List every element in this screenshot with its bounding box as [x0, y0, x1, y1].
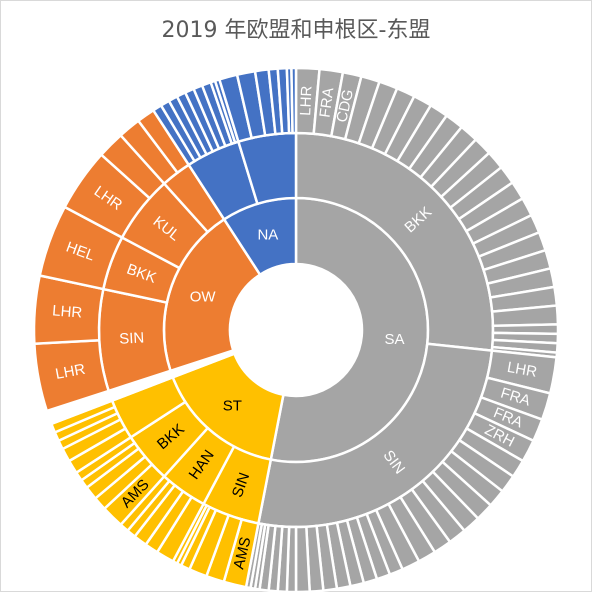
- outer-label-ow-0-0: LHR: [54, 361, 87, 383]
- sunburst-outer-na-1-6: [290, 66, 298, 135]
- inner-label-ow: OW: [190, 288, 217, 305]
- outer-label-sa-0-2: CDG: [333, 88, 357, 124]
- outer-label-sa-0-0: LHR: [297, 85, 315, 116]
- middle-label-ow-0: SIN: [119, 329, 145, 347]
- outer-label-sa-1-0: LHR: [506, 359, 539, 381]
- sunburst-outer-sa-1-20: [294, 525, 311, 592]
- outer-label-ow-0-1: LHR: [52, 302, 83, 321]
- chart-title: 2019 年欧盟和申根区-东盟: [161, 18, 431, 43]
- outer-label-sa-0-1: FRA: [316, 87, 337, 119]
- inner-label-st: ST: [223, 397, 242, 414]
- inner-label-na: NA: [257, 227, 278, 244]
- inner-label-sa: SA: [385, 331, 405, 348]
